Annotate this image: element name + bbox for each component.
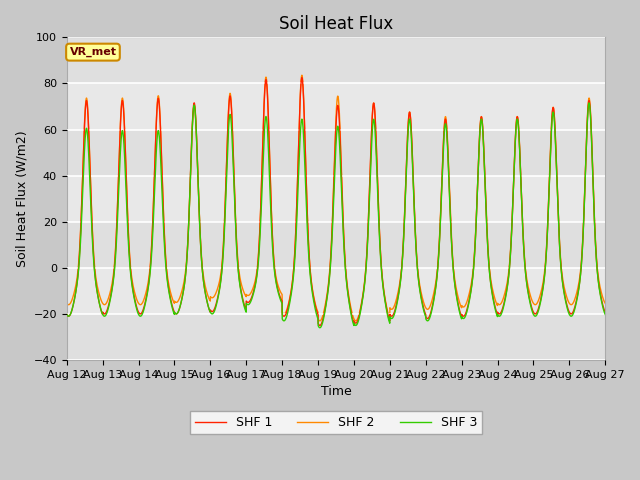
Title: Soil Heat Flux: Soil Heat Flux xyxy=(279,15,393,33)
SHF 1 xyxy=(63,312,70,317)
SHF 1 xyxy=(456,311,464,316)
SHF 2 xyxy=(246,292,253,298)
Bar xyxy=(67,222,605,268)
SHF 3 xyxy=(472,233,479,239)
Y-axis label: Soil Heat Flux (W/m2): Soil Heat Flux (W/m2) xyxy=(15,131,28,267)
SHF 3 xyxy=(316,325,324,331)
SHF 1 xyxy=(579,240,586,246)
SHF 3 xyxy=(318,323,326,328)
Bar xyxy=(67,130,605,176)
SHF 2 xyxy=(472,229,479,235)
Bar xyxy=(67,37,605,84)
SHF 3 xyxy=(579,242,586,248)
SHF 2 xyxy=(318,316,326,322)
Line: SHF 3: SHF 3 xyxy=(67,103,605,328)
SHF 1 xyxy=(602,309,609,315)
SHF 3 xyxy=(246,300,253,306)
SHF 1 xyxy=(572,300,580,305)
Line: SHF 2: SHF 2 xyxy=(67,75,605,321)
SHF 3 xyxy=(456,312,464,318)
Text: VR_met: VR_met xyxy=(70,47,116,57)
SHF 2 xyxy=(456,302,464,308)
SHF 2 xyxy=(579,238,586,243)
SHF 1 xyxy=(318,320,326,326)
SHF 2 xyxy=(63,300,70,306)
SHF 1 xyxy=(298,75,306,81)
SHF 2 xyxy=(602,300,609,306)
SHF 1 xyxy=(472,230,479,236)
SHF 3 xyxy=(572,301,580,307)
SHF 2 xyxy=(352,318,360,324)
Line: SHF 1: SHF 1 xyxy=(67,78,605,325)
SHF 1 xyxy=(246,299,253,304)
SHF 2 xyxy=(572,292,580,298)
Bar xyxy=(67,314,605,360)
SHF 3 xyxy=(585,100,593,106)
SHF 3 xyxy=(63,312,70,317)
SHF 2 xyxy=(298,72,306,78)
Legend: SHF 1, SHF 2, SHF 3: SHF 1, SHF 2, SHF 3 xyxy=(189,411,483,434)
X-axis label: Time: Time xyxy=(321,385,351,398)
SHF 1 xyxy=(316,323,324,328)
SHF 3 xyxy=(602,312,609,317)
